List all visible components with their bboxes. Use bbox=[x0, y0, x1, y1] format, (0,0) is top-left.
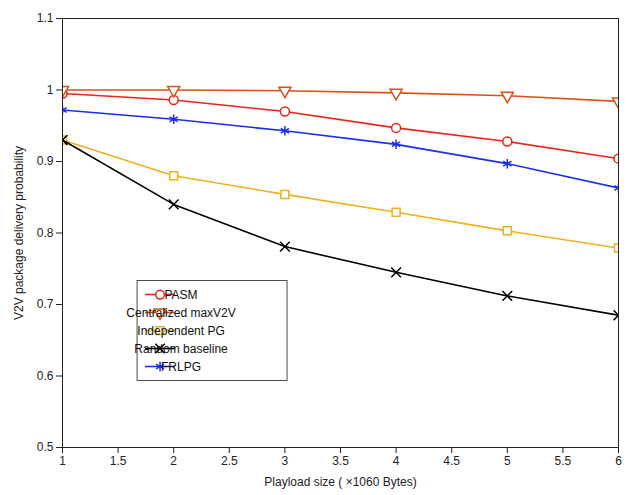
svg-text:V2V package delivery probabili: V2V package delivery probability bbox=[12, 146, 26, 320]
svg-text:0.9: 0.9 bbox=[37, 154, 54, 168]
svg-text:6: 6 bbox=[615, 454, 622, 468]
svg-text:Centralized maxV2V: Centralized maxV2V bbox=[126, 306, 235, 320]
svg-text:FRLPG: FRLPG bbox=[161, 360, 201, 374]
svg-text:Independent PG: Independent PG bbox=[137, 324, 224, 338]
svg-text:1.5: 1.5 bbox=[110, 454, 127, 468]
svg-text:1: 1 bbox=[47, 83, 54, 97]
svg-text:Playload size ( ×1060 Bytes): Playload size ( ×1060 Bytes) bbox=[264, 475, 416, 489]
svg-text:0.7: 0.7 bbox=[37, 297, 54, 311]
svg-text:2.5: 2.5 bbox=[221, 454, 238, 468]
svg-text:0.6: 0.6 bbox=[37, 369, 54, 383]
svg-text:5: 5 bbox=[504, 454, 511, 468]
svg-text:1.1: 1.1 bbox=[37, 11, 54, 25]
svg-text:0.8: 0.8 bbox=[37, 226, 54, 240]
svg-text:Random baseline: Random baseline bbox=[134, 342, 228, 356]
svg-text:4: 4 bbox=[393, 454, 400, 468]
svg-text:4.5: 4.5 bbox=[443, 454, 460, 468]
svg-text:2: 2 bbox=[170, 454, 177, 468]
svg-text:3.5: 3.5 bbox=[332, 454, 349, 468]
svg-text:PASM: PASM bbox=[164, 288, 197, 302]
svg-text:0.5: 0.5 bbox=[37, 440, 54, 454]
svg-text:3: 3 bbox=[282, 454, 289, 468]
svg-text:1: 1 bbox=[59, 454, 66, 468]
svg-text:5.5: 5.5 bbox=[555, 454, 572, 468]
